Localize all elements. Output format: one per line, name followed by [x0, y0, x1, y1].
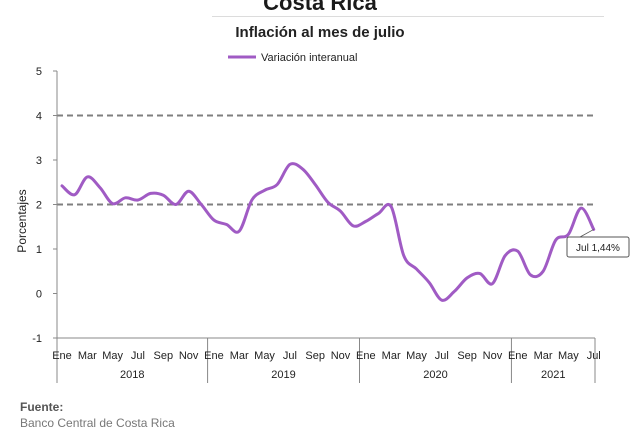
year-group-labels: 2018 2019 2020 2021: [120, 369, 565, 381]
year-label: 2019: [271, 369, 295, 381]
x-tick-label: Sep: [457, 350, 477, 362]
x-tick-label: Nov: [483, 350, 503, 362]
x-tick-label: Mar: [78, 350, 97, 362]
x-tick-label: Nov: [331, 350, 351, 362]
legend-label: Variación interanual: [261, 52, 357, 64]
source-label: Fuente:: [20, 400, 64, 414]
x-tick-label: May: [406, 350, 427, 362]
x-tick-label: May: [102, 350, 123, 362]
x-tick-label: Ene: [204, 350, 224, 362]
axes: [53, 70, 596, 383]
x-tick-label: Mar: [382, 350, 401, 362]
x-tick-label: May: [558, 350, 579, 362]
y-tick-label: 5: [36, 66, 42, 78]
year-label: 2018: [120, 369, 144, 381]
x-tick-label: Jul: [283, 350, 297, 362]
y-tick-label: 2: [36, 200, 42, 212]
x-tick-label: Sep: [305, 350, 325, 362]
y-axis-label: Porcentajes: [15, 189, 29, 252]
x-tick-label: Mar: [230, 350, 249, 362]
y-tick-labels: -1 0 1 2 3 4 5: [32, 66, 42, 345]
callout-leader: [579, 229, 594, 238]
y-tick-label: 3: [36, 155, 42, 167]
x-tick-label: Jul: [435, 350, 449, 362]
callout-label: Jul 1,44%: [576, 243, 620, 254]
chart-subtitle: Inflación al mes de julio: [235, 24, 405, 41]
series-line-variacion-interanual: [60, 162, 596, 302]
x-tick-label: May: [254, 350, 275, 362]
year-label: 2021: [541, 369, 565, 381]
x-tick-labels: Ene Mar May Jul Sep Nov Ene Mar May Jul Sep Nov Ene M…: [52, 350, 601, 362]
x-tick-label: Sep: [153, 350, 173, 362]
y-tick-label: 0: [36, 289, 42, 301]
x-tick-label: Ene: [356, 350, 376, 362]
y-tick-label: 4: [36, 111, 42, 123]
x-tick-label: Nov: [179, 350, 199, 362]
reference-lines: [57, 114, 595, 206]
callout-box: [566, 236, 630, 258]
y-tick-label: 1: [36, 244, 42, 256]
y-tick-label: -1: [32, 333, 42, 345]
source-text: Banco Central de Costa Rica: [20, 416, 175, 430]
line-chart: Variación interanual Porcentajes -1 0 1 2 3 4…: [15, 52, 630, 383]
data-callout: Jul 1,44%: [566, 229, 630, 258]
x-tick-label: Jul: [587, 350, 601, 362]
legend: Variación interanual: [228, 52, 357, 64]
year-label: 2020: [423, 369, 447, 381]
x-tick-label: Ene: [52, 350, 72, 362]
chart-title: Costa Rica: [263, 0, 377, 15]
title-divider: [212, 16, 604, 17]
x-tick-label: Jul: [131, 350, 145, 362]
x-tick-label: Ene: [508, 350, 528, 362]
x-tick-label: Mar: [534, 350, 553, 362]
